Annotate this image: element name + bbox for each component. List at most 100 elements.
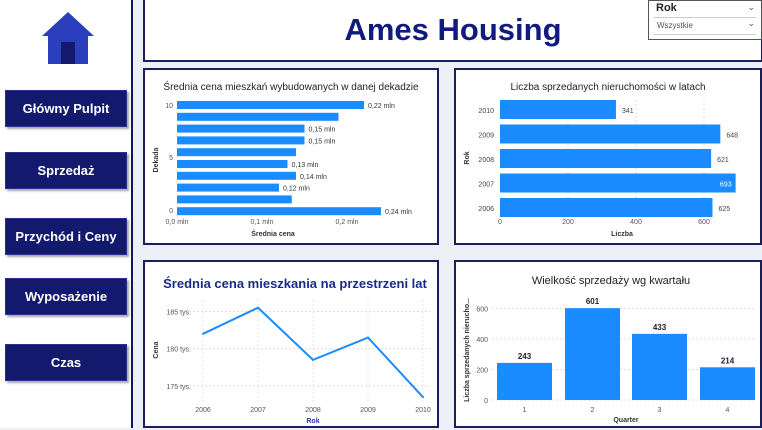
y-tick-label: 185 tys. [166, 309, 191, 316]
y-tick-label: 0 [484, 398, 488, 405]
x-tick-label: 2008 [305, 407, 321, 414]
bar [177, 195, 292, 204]
x-axis-label: Quarter [613, 417, 639, 424]
bar [177, 183, 279, 192]
nav-button-glowny-pulpit[interactable]: Główny Pulpit [5, 90, 127, 127]
bar [500, 100, 616, 119]
nav-button-sprzedaz[interactable]: Sprzedaż [5, 152, 127, 189]
data-point [202, 332, 204, 335]
y-tick-label: 2006 [478, 206, 494, 213]
y-tick-label: 5 [169, 155, 173, 162]
x-axis-label: Liczba [611, 231, 633, 238]
sales-by-year-svg: Liczba sprzedanych nieruchomości w latac… [464, 82, 738, 238]
chart-title: Średnia cena mieszkania na przestrzeni l… [163, 276, 427, 291]
bar [177, 124, 305, 133]
x-tick-label: 0,2 mln [336, 219, 359, 226]
slicer-label: Rok [656, 2, 677, 14]
y-tick-label: 600 [476, 306, 488, 313]
y-tick-label: 2008 [478, 157, 494, 164]
bar [177, 160, 288, 168]
x-tick-label: 2009 [360, 407, 376, 414]
chart-price-over-years: Średnia cena mieszkania na przestrzeni l… [143, 260, 439, 428]
data-label: 214 [721, 356, 735, 365]
y-tick-label: 2009 [478, 133, 494, 140]
house-icon[interactable] [42, 10, 94, 64]
bar [632, 333, 687, 400]
data-label: 693 [720, 182, 732, 189]
nav-button-wyposazenie[interactable]: Wyposażenie [5, 278, 127, 315]
bar [500, 149, 712, 168]
chevron-down-icon[interactable]: ⌄ [747, 18, 755, 28]
x-tick-label: 2 [591, 407, 595, 414]
title-card: Ames Housing [143, 0, 762, 62]
sales-by-quarter-svg: Wielkość sprzedaży wg kwartału 0 200 400 600… [464, 275, 756, 424]
bar [497, 362, 552, 400]
data-label: 0,15 mln [309, 127, 336, 134]
data-label: 433 [653, 323, 667, 332]
y-tick-label: 2007 [478, 182, 494, 189]
data-label: 625 [719, 206, 731, 213]
x-axis-label: Średnia cena [251, 229, 295, 238]
x-tick-label: 0 [498, 219, 502, 226]
chart-decade-price: Średnia cena mieszkań wybudowanych w dan… [143, 68, 439, 245]
y-axis-label: Rok [464, 151, 471, 164]
data-label: 621 [717, 157, 729, 164]
x-tick-label: 2007 [250, 407, 266, 414]
y-tick-label: 0 [169, 208, 173, 215]
page-title: Ames Housing [344, 12, 562, 47]
chart-title: Liczba sprzedanych nieruchomości w latac… [510, 82, 705, 93]
bar [500, 173, 736, 193]
y-axis-label: Dekada [153, 147, 160, 172]
y-tick-label: 175 tys. [166, 384, 191, 391]
data-label: 243 [518, 352, 532, 361]
data-point [367, 336, 369, 339]
data-label: 0,15 mln [309, 138, 336, 145]
decade-price-svg: Średnia cena mieszkań wybudowanych w dan… [153, 80, 419, 238]
year-slicer[interactable]: Rok ⌄ Wszystkie ⌄ [648, 0, 762, 40]
bar [177, 171, 296, 180]
y-axis-label: Cena [153, 341, 160, 358]
bar [177, 136, 305, 145]
x-tick-label: 0,1 mln [251, 219, 274, 226]
x-tick-label: 1 [523, 407, 527, 414]
bar [700, 367, 755, 400]
data-label: 341 [622, 108, 634, 115]
x-axis-label: Rok [306, 418, 319, 425]
bar [177, 101, 364, 109]
x-tick-label: 3 [658, 407, 662, 414]
sidebar: Główny Pulpit Sprzedaż Przychód i Ceny W… [0, 0, 133, 428]
x-tick-label: 4 [726, 407, 730, 414]
divider [654, 34, 756, 35]
bar [500, 198, 713, 217]
nav-button-czas[interactable]: Czas [5, 344, 127, 381]
x-tick-label: 400 [630, 219, 642, 226]
chart-sales-by-quarter: Wielkość sprzedaży wg kwartału 0 200 400 600… [454, 260, 762, 428]
chart-title: Wielkość sprzedaży wg kwartału [532, 275, 690, 287]
data-label: 0,14 mln [300, 174, 327, 181]
x-tick-label: 2010 [415, 407, 431, 414]
data-point [312, 358, 314, 361]
bar [565, 308, 620, 400]
data-label: 0,22 mln [368, 103, 395, 110]
y-tick-label: 10 [165, 103, 173, 110]
data-point [257, 306, 259, 309]
x-tick-label: 600 [698, 219, 710, 226]
x-tick-label: 200 [562, 219, 574, 226]
bar [177, 207, 381, 216]
data-label: 0,13 mln [292, 162, 319, 169]
data-label: 0,12 mln [283, 186, 310, 193]
bar [177, 112, 339, 121]
slicer-selected-value[interactable]: Wszystkie [657, 21, 693, 30]
y-axis-label: Liczba sprzedanych nierucho... [464, 298, 471, 402]
chevron-down-icon[interactable]: ⌄ [747, 2, 755, 12]
chart-title: Średnia cena mieszkań wybudowanych w dan… [163, 80, 419, 93]
y-tick-label: 2010 [478, 108, 494, 115]
price-over-years-svg: Średnia cena mieszkania na przestrzeni l… [153, 276, 431, 425]
y-tick-label: 400 [476, 337, 488, 344]
nav-button-przychod-i-ceny[interactable]: Przychód i Ceny [5, 218, 127, 255]
y-tick-label: 200 [476, 367, 488, 374]
x-tick-label: 0,0 mln [166, 219, 189, 226]
data-label: 648 [726, 133, 738, 140]
bar [500, 124, 721, 144]
y-tick-label: 180 tys. [166, 347, 191, 354]
